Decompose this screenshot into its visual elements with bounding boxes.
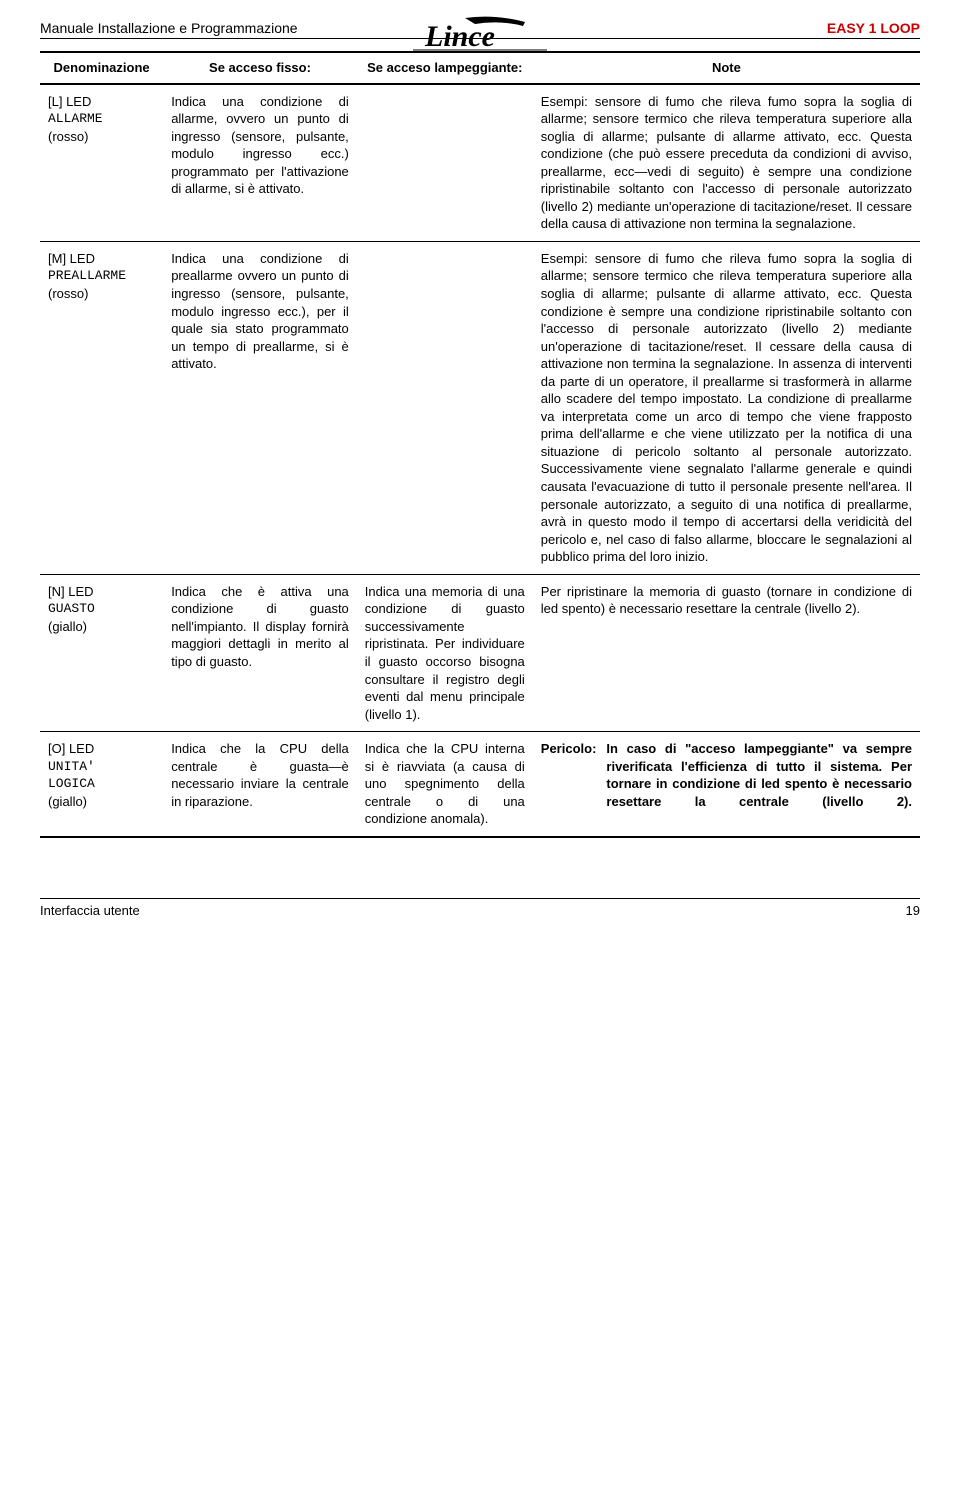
cell-denom: [M] LED PREALLARME (rosso) — [40, 241, 163, 574]
col-header-fisso: Se acceso fisso: — [163, 52, 357, 84]
cell-fisso: Indica una condizione di allarme, ovvero… — [163, 84, 357, 242]
table-row: [M] LED PREALLARME (rosso) Indica una co… — [40, 241, 920, 574]
denom-tag: [M] LED — [48, 251, 95, 266]
pericolo-text: In caso di "acceso lampeggiante" va semp… — [606, 741, 912, 809]
brand-logo: Lince — [405, 12, 555, 59]
denom-code: ALLARME — [48, 110, 155, 128]
cell-fisso: Indica che la CPU della centrale è guast… — [163, 732, 357, 837]
cell-note: Per ripristinare la memoria di guasto (t… — [533, 574, 920, 731]
denom-code: PREALLARME — [48, 267, 155, 285]
cell-note: Pericolo: In caso di "acceso lampeggiant… — [533, 732, 920, 837]
cell-denom: [N] LED GUASTO (giallo) — [40, 574, 163, 731]
footer-section-title: Interfaccia utente — [40, 903, 140, 918]
col-header-denom: Denominazione — [40, 52, 163, 84]
cell-lamp — [357, 241, 533, 574]
col-header-note: Note — [533, 52, 920, 84]
page-header: Manuale Installazione e Programmazione L… — [40, 20, 920, 39]
pericolo-label: Pericolo: — [541, 740, 597, 810]
denom-tag: [L] LED — [48, 94, 91, 109]
cell-lamp: Indica una memoria di una condizione di … — [357, 574, 533, 731]
denom-tag: [O] LED — [48, 741, 94, 756]
cell-denom: [L] LED ALLARME (rosso) — [40, 84, 163, 242]
led-status-table: Denominazione Se acceso fisso: Se acceso… — [40, 51, 920, 838]
denom-color: (giallo) — [48, 793, 155, 811]
denom-code: UNITA' LOGICA — [48, 758, 155, 793]
cell-note: Esempi: sensore di fumo che rileva fumo … — [533, 84, 920, 242]
cell-note: Esempi: sensore di fumo che rileva fumo … — [533, 241, 920, 574]
header-left-title: Manuale Installazione e Programmazione — [40, 20, 298, 36]
page-footer: Interfaccia utente 19 — [40, 898, 920, 918]
cell-denom: [O] LED UNITA' LOGICA (giallo) — [40, 732, 163, 837]
denom-code: GUASTO — [48, 600, 155, 618]
denom-color: (giallo) — [48, 618, 155, 636]
cell-lamp — [357, 84, 533, 242]
table-row: [N] LED GUASTO (giallo) Indica che è att… — [40, 574, 920, 731]
denom-tag: [N] LED — [48, 584, 94, 599]
header-right-product: EASY 1 LOOP — [827, 20, 920, 36]
table-row: [L] LED ALLARME (rosso) Indica una condi… — [40, 84, 920, 242]
cell-lamp: Indica che la CPU interna si è riavviata… — [357, 732, 533, 837]
denom-color: (rosso) — [48, 128, 155, 146]
footer-page-number: 19 — [906, 903, 920, 918]
table-row: [O] LED UNITA' LOGICA (giallo) Indica ch… — [40, 732, 920, 837]
denom-color: (rosso) — [48, 285, 155, 303]
svg-text:Lince: Lince — [424, 20, 495, 53]
cell-fisso: Indica una condizione di preallarme ovve… — [163, 241, 357, 574]
cell-fisso: Indica che è attiva una condizione di gu… — [163, 574, 357, 731]
